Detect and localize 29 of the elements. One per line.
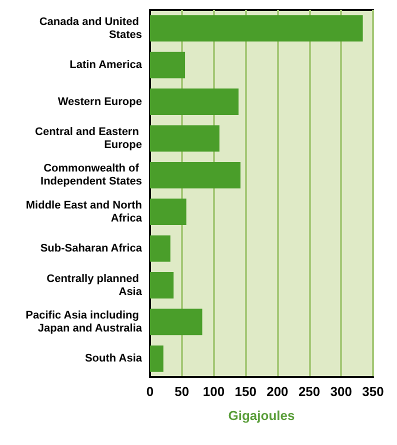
bar xyxy=(150,198,186,226)
x-tick-label: 0 xyxy=(146,384,154,399)
y-tick-label: Canada and United States xyxy=(39,16,142,41)
y-tick-label: Central and Eastern Europe xyxy=(35,126,142,151)
bar xyxy=(150,125,220,152)
y-tick-label: Pacific Asia including Japan and Australia xyxy=(26,309,143,334)
y-tick-label: Western Europe xyxy=(58,96,142,108)
x-tick-label: 50 xyxy=(174,384,190,399)
x-tick-label: 350 xyxy=(362,384,384,399)
x-tick-label: 250 xyxy=(298,384,320,399)
bar xyxy=(150,235,170,262)
y-tick-label: Commonwealth of Independent States xyxy=(40,162,142,188)
y-tick-label: Sub-Saharan Africa xyxy=(40,242,143,255)
y-tick-label: South Asia xyxy=(84,352,143,365)
y-tick-label: Latin America xyxy=(70,59,143,72)
x-tick-label: 200 xyxy=(266,384,288,399)
bar xyxy=(150,88,239,115)
x-tick-label: 100 xyxy=(202,384,225,399)
bar xyxy=(150,308,202,336)
x-tick-label: 300 xyxy=(330,384,352,399)
y-tick-label: Middle East and North Africa xyxy=(26,199,143,224)
x-tick-label: 150 xyxy=(234,384,256,399)
bar xyxy=(150,162,240,188)
bar xyxy=(150,345,164,372)
y-tick-label: Centrally planned Asia xyxy=(46,272,143,298)
bar xyxy=(150,15,363,42)
bar xyxy=(150,52,186,78)
x-axis-title: Gigajoules xyxy=(228,408,295,423)
bar xyxy=(150,272,174,298)
